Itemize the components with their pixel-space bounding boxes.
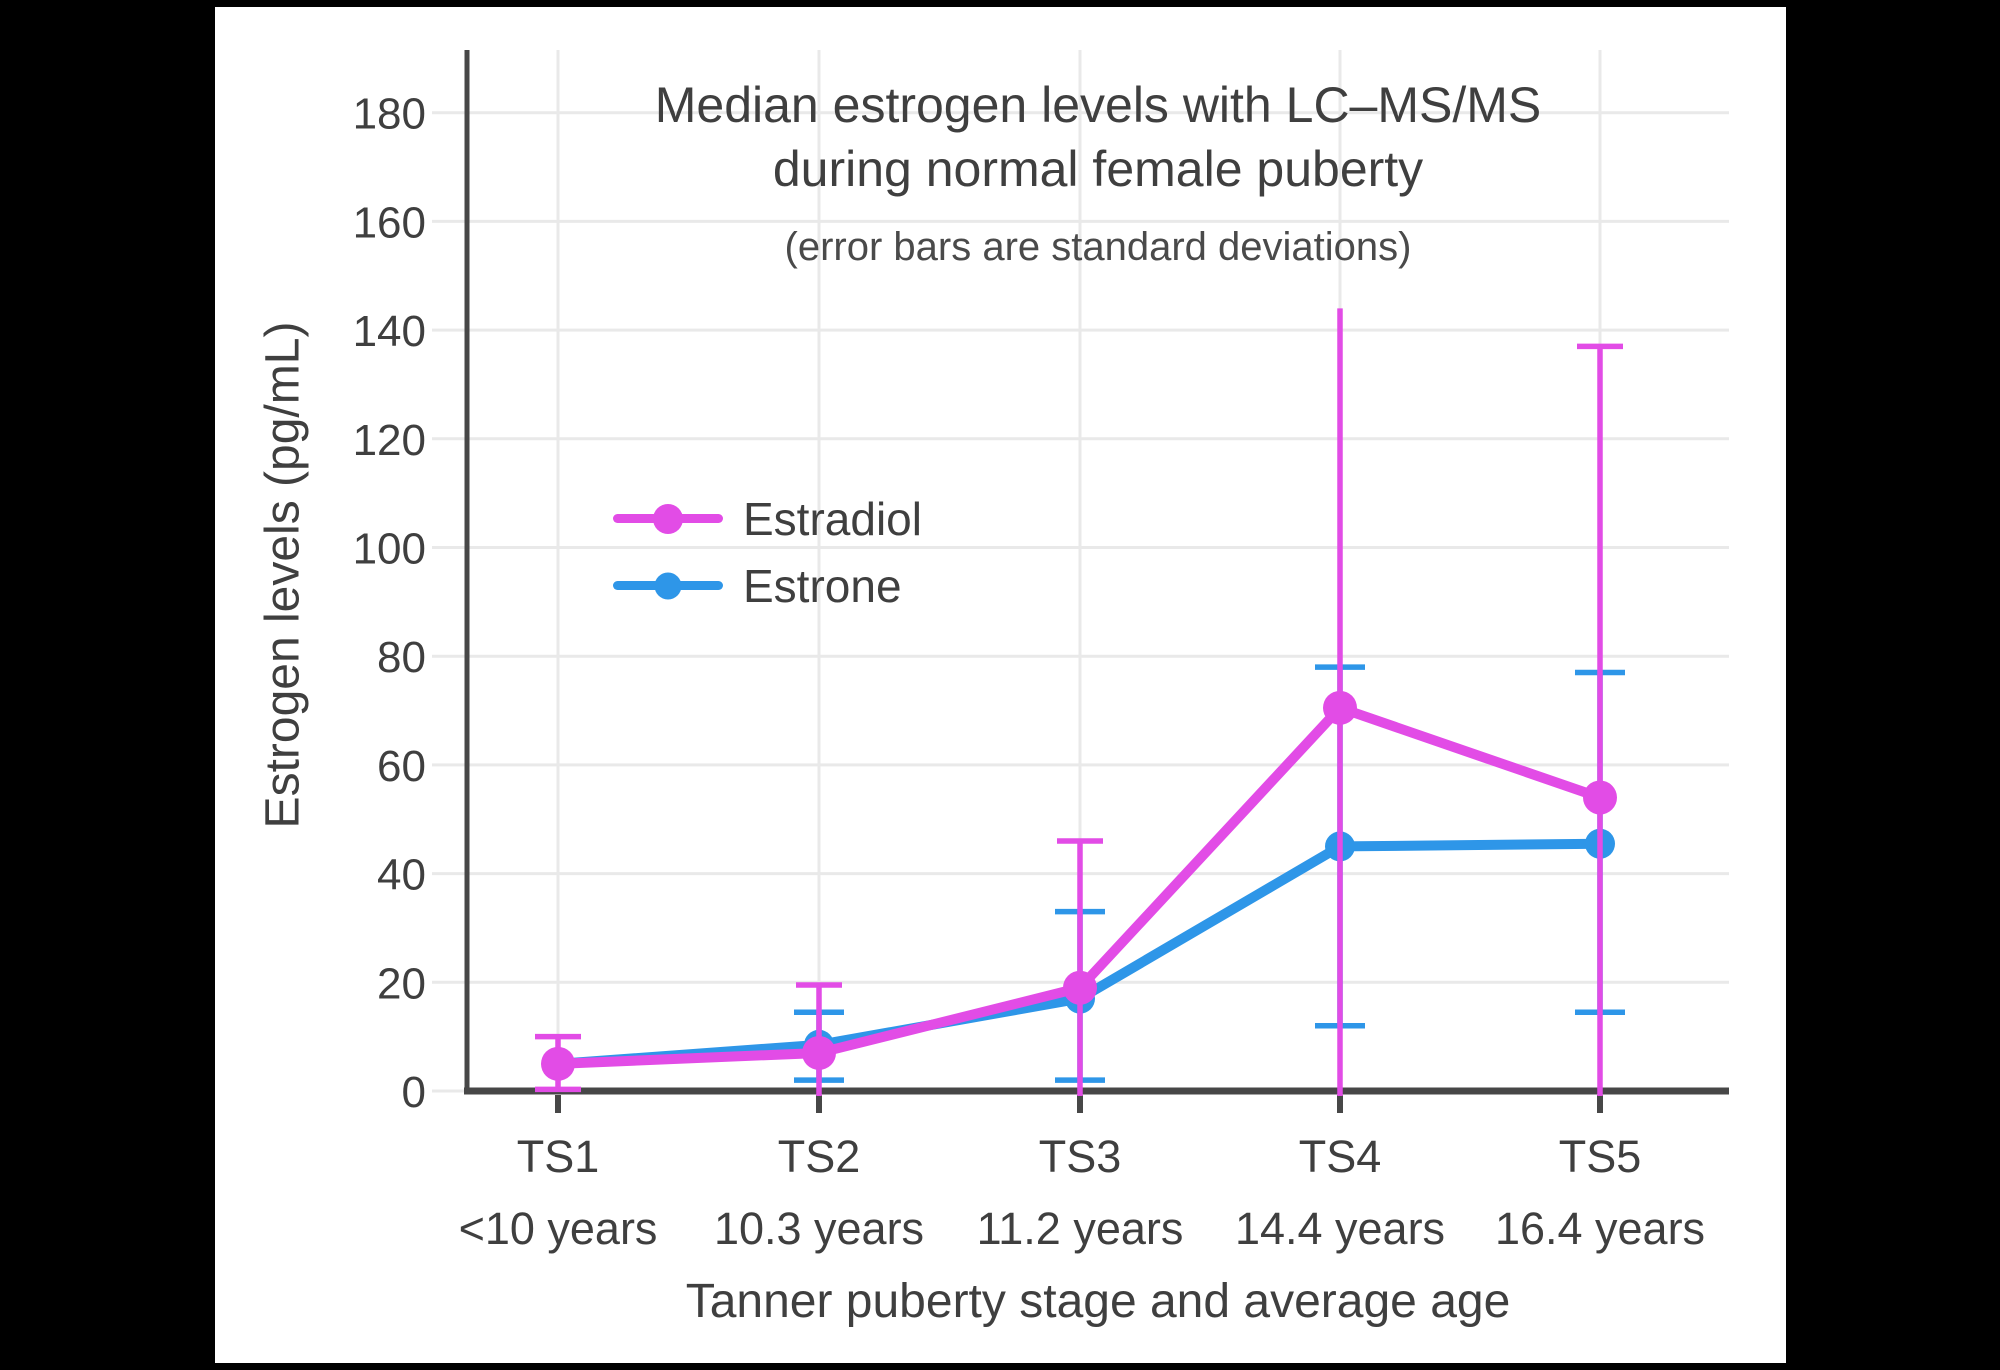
legend-item-estrone[interactable]: Estrone: [613, 552, 922, 619]
legend-label: Estradiol: [743, 492, 922, 545]
estradiol-marker[interactable]: [541, 1046, 575, 1081]
y-tick-label: 140: [353, 307, 426, 356]
estrone-legend-marker: [654, 572, 682, 599]
y-tick-label: 180: [353, 90, 426, 139]
x-stage-label: TS2: [778, 1131, 861, 1182]
plot-area: 0 20 40 60 80 100 120 140 160 180 TS1 TS2 TS3 TS4 TS5 <…: [353, 50, 1729, 1254]
estradiol-legend-line: [613, 503, 723, 534]
chart-title-line1: Median estrogen levels with LC–MS/MS: [654, 77, 1542, 133]
chart-subtitle: (error bars are standard deviations): [784, 225, 1412, 269]
estradiol-marker[interactable]: [1583, 780, 1617, 815]
legend-item-estradiol[interactable]: Estradiol: [613, 485, 922, 552]
estradiol-marker[interactable]: [802, 1035, 836, 1070]
y-tick-label: 100: [353, 525, 426, 574]
x-stage-label: TS5: [1559, 1131, 1642, 1182]
estradiol-legend-marker: [653, 503, 683, 534]
estrone-legend-line: [613, 572, 723, 599]
x-age-label: 10.3 years: [714, 1203, 924, 1254]
x-stage-label: TS1: [517, 1131, 600, 1182]
estradiol-marker[interactable]: [1063, 970, 1097, 1005]
x-age-label: 11.2 years: [977, 1203, 1184, 1254]
y-tick-label: 20: [377, 959, 426, 1008]
chart-title: Median estrogen levels with LC–MS/MS dur…: [467, 73, 1729, 201]
x-age-label: <10 years: [459, 1203, 658, 1254]
y-tick-label: 160: [353, 198, 426, 247]
estradiol-marker[interactable]: [1323, 690, 1357, 725]
legend-label: Estrone: [743, 559, 902, 612]
legend: Estradiol Estrone: [613, 485, 922, 619]
x-age-label: 16.4 years: [1495, 1203, 1705, 1254]
chart-panel: 0 20 40 60 80 100 120 140 160 180 TS1 TS2 TS3 TS4 TS5 <…: [215, 7, 1786, 1363]
x-stage-label: TS4: [1299, 1131, 1382, 1182]
x-stage-label: TS3: [1039, 1131, 1122, 1182]
x-age-label: 14.4 years: [1235, 1203, 1445, 1254]
chart-title-line2: during normal female puberty: [772, 141, 1424, 197]
y-tick-label: 60: [377, 742, 426, 791]
y-axis-title: Estrogen levels (pg/mL): [256, 321, 310, 829]
y-tick-label: 80: [377, 633, 426, 682]
y-tick-label: 120: [353, 416, 426, 465]
x-axis-title: Tanner puberty stage and average age: [685, 1275, 1511, 1328]
y-tick-label: 0: [402, 1068, 426, 1117]
y-tick-label: 40: [377, 851, 426, 900]
